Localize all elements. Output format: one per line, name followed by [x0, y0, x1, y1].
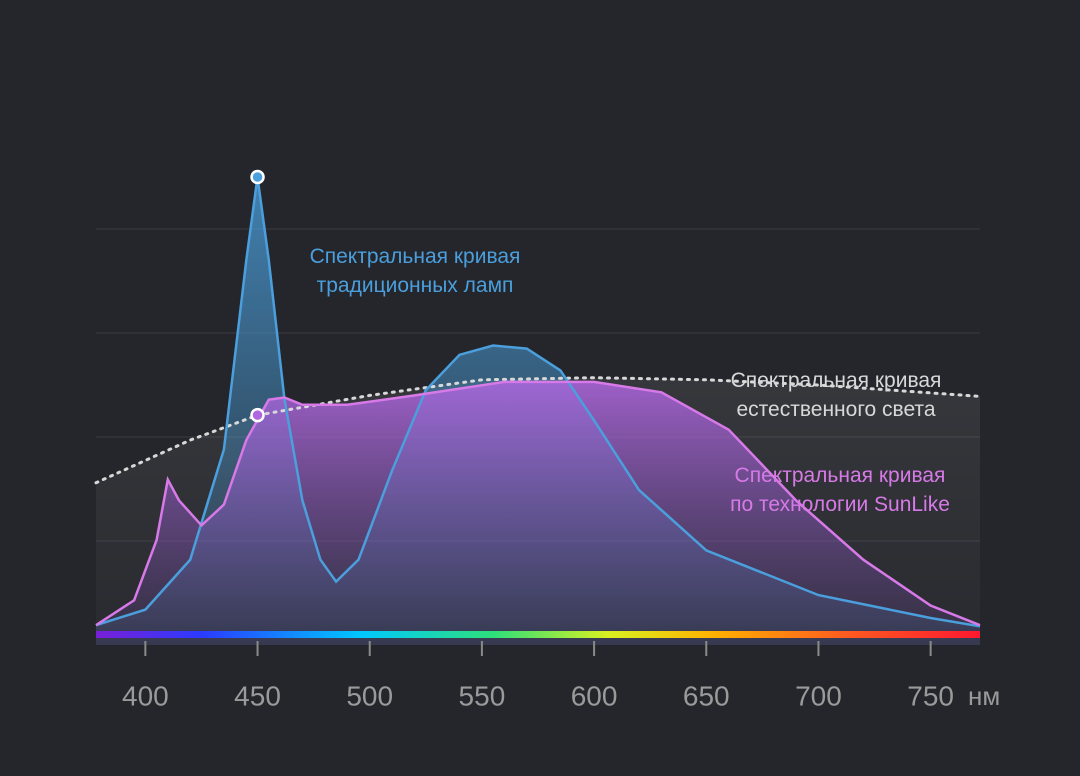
series-label: Спектральная кривая традиционных ламп [309, 245, 521, 297]
area [96, 381, 980, 645]
series-label: Спектральная кривая по технологии SunLik… [730, 464, 950, 516]
point-marker [250, 407, 265, 423]
spectrum-bar [96, 631, 980, 638]
line [94, 376, 982, 485]
peak-marker [250, 169, 265, 185]
line [95, 380, 981, 627]
series-label: Спектральная кривая естественного света [730, 369, 942, 421]
x-tick-label: 700 [795, 680, 842, 711]
x-tick-label: 650 [683, 680, 730, 711]
x-tick-label: 600 [571, 680, 618, 711]
x-tick-label: 500 [346, 680, 393, 711]
x-tick-label: 450 [234, 680, 281, 711]
x-tick-label: 400 [122, 680, 169, 711]
x-tick-label: 550 [459, 680, 506, 711]
x-axis-label: нм [968, 681, 1000, 711]
x-tick-label: 750 [907, 680, 954, 711]
line [95, 176, 981, 628]
